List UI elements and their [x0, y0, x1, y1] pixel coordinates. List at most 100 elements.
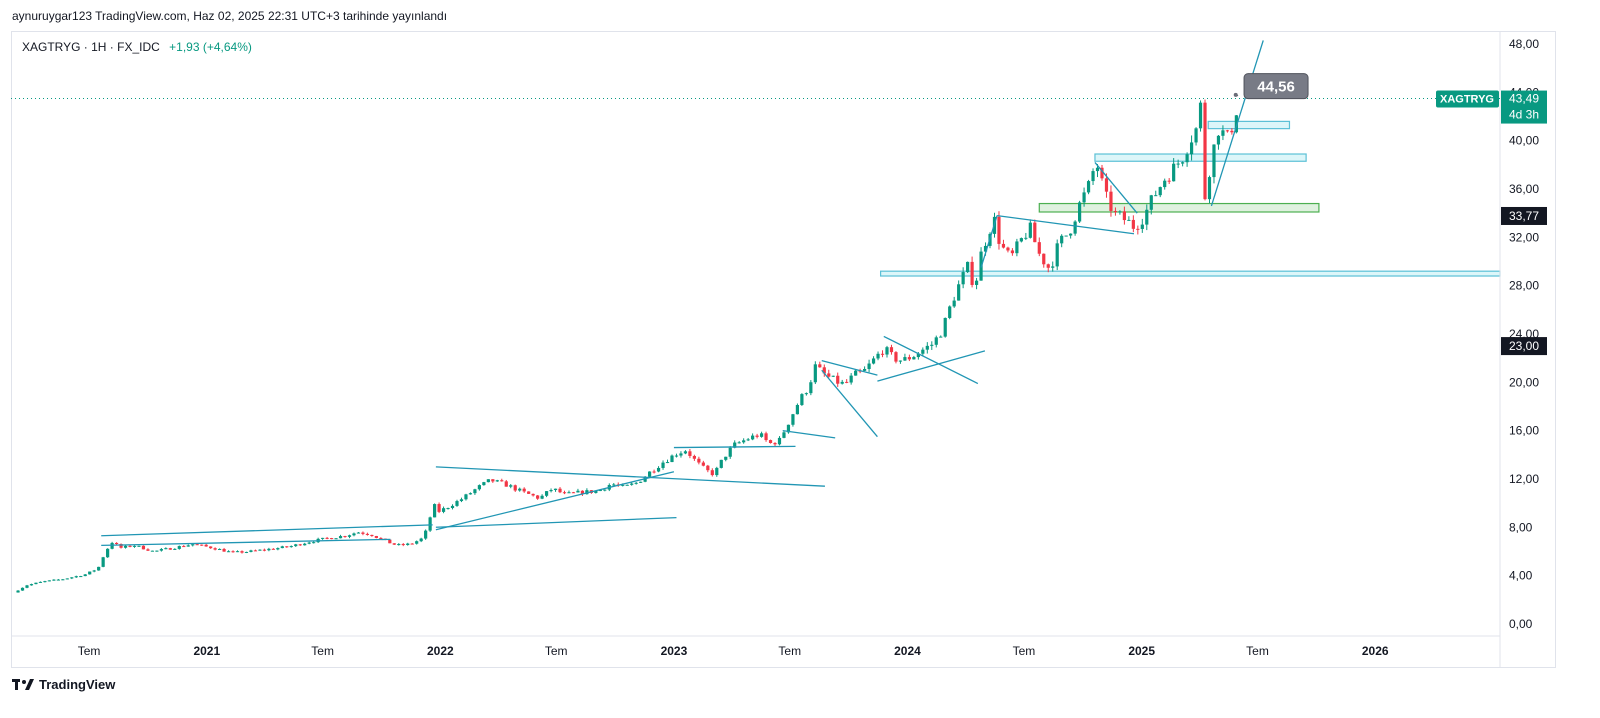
candle [56, 578, 60, 581]
candle-body [222, 548, 226, 552]
candle-body [29, 584, 34, 586]
candle [1113, 207, 1118, 216]
symbol-legend: XAGTRYG · 1H · FX_IDC +1,93 (+4,64%) [22, 40, 252, 54]
candle [213, 547, 217, 551]
candle [70, 577, 74, 580]
candle [880, 350, 885, 358]
candle [132, 545, 137, 548]
candle-body [692, 455, 696, 459]
candle [1167, 178, 1171, 185]
candle-body [656, 467, 661, 472]
candle [768, 439, 773, 444]
drawing-zones [879, 120, 1501, 277]
candle [468, 492, 473, 495]
candle-body [1010, 250, 1015, 254]
candle-body [1037, 242, 1041, 254]
candle [764, 431, 768, 442]
candle-body [943, 317, 947, 337]
candle-body [128, 545, 132, 547]
candle [845, 379, 849, 384]
candle-body [459, 499, 464, 502]
candle-body [674, 455, 679, 457]
candle-body [267, 548, 271, 551]
candle-body [79, 576, 83, 578]
candle [813, 361, 817, 385]
candle [285, 546, 289, 548]
candle-body [150, 550, 155, 552]
x-tick-label: Tem [778, 644, 801, 658]
y-tick-label: 0,00 [1509, 617, 1533, 631]
candle [123, 545, 128, 549]
candle [361, 531, 365, 536]
candle-body [1122, 211, 1126, 221]
candle [334, 538, 338, 540]
candle [674, 453, 679, 458]
candle [150, 550, 155, 552]
candle-body [20, 587, 25, 591]
x-tick-label: Tem [78, 644, 101, 658]
candle-body [791, 414, 795, 425]
candle-body [307, 542, 311, 544]
last-price-box [1501, 90, 1547, 124]
candle [567, 490, 571, 494]
candle-body [491, 479, 495, 482]
candle [688, 449, 692, 459]
candle [347, 534, 352, 539]
candle [531, 493, 535, 497]
candle-body [1181, 162, 1185, 164]
candle-body [1051, 266, 1055, 268]
candle [222, 547, 226, 552]
candle [1064, 235, 1068, 237]
candle-body [61, 579, 65, 581]
y-tick-label: 20,00 [1509, 375, 1539, 389]
y-tick-label: 48,00 [1509, 37, 1539, 51]
brand-label: TradingView [39, 677, 116, 692]
candle-body [1194, 128, 1198, 143]
candle [585, 488, 589, 495]
candle [1122, 206, 1126, 225]
candle [1198, 100, 1203, 132]
candle [1015, 238, 1019, 257]
candle-body [549, 490, 553, 492]
candle-body [226, 551, 231, 553]
candle-body [759, 433, 764, 437]
candle [639, 481, 643, 483]
candle-body [16, 590, 20, 593]
candle [903, 353, 907, 361]
candle [1216, 135, 1221, 150]
candle-body [598, 490, 602, 492]
candle [715, 466, 719, 477]
candle [1082, 187, 1086, 207]
candle [1086, 179, 1091, 195]
candle [746, 437, 750, 442]
candle-body [1136, 228, 1140, 230]
y-tick-label: 12,00 [1509, 472, 1539, 486]
candle [737, 441, 741, 444]
candle-body [343, 536, 347, 538]
candle [540, 494, 544, 500]
candle-body [1216, 135, 1221, 145]
candle [822, 364, 826, 377]
candle-body [1015, 241, 1019, 254]
candle-body [527, 491, 531, 494]
candle-body [804, 393, 808, 395]
chart-frame [11, 31, 1556, 668]
candle-body [312, 542, 316, 544]
candle-body [218, 548, 222, 550]
candle-body [437, 504, 441, 512]
candle-body [683, 451, 688, 454]
candle-body [1198, 102, 1203, 129]
candle-body [419, 538, 423, 542]
candle-body [182, 546, 186, 548]
candle-body [934, 337, 938, 345]
candle-body [334, 538, 338, 540]
trend-line-5 [673, 445, 796, 449]
candle [553, 488, 558, 492]
candle [1212, 144, 1216, 184]
candle [88, 571, 92, 575]
candle [1019, 237, 1023, 243]
candle-body [500, 480, 504, 482]
candle-body [424, 530, 428, 539]
candle [450, 504, 455, 510]
